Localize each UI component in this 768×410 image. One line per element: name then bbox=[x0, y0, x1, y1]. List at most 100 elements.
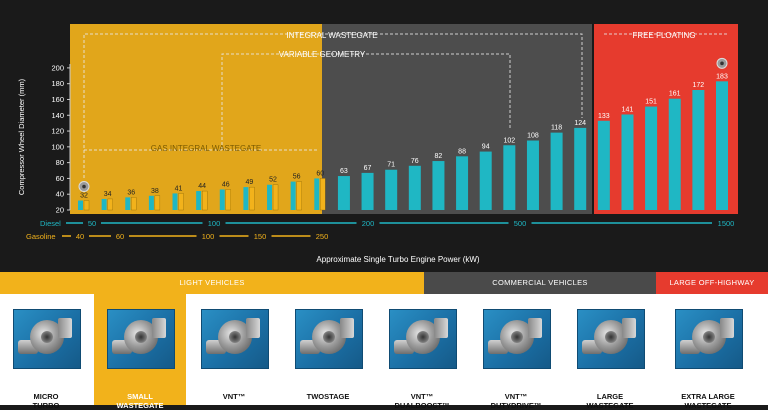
product-extra-large-wastegate[interactable]: EXTRA LARGE WASTEGATE bbox=[658, 294, 758, 410]
product-small-wastegate[interactable]: SMALL WASTEGATE bbox=[94, 294, 186, 410]
bar-value-label: 56 bbox=[293, 174, 301, 181]
bar-value-label: 108 bbox=[527, 133, 539, 140]
vehicle-segments-panel: LIGHT VEHICLES COMMERCIAL VEHICLES LARGE… bbox=[0, 272, 768, 410]
bar-value-label: 32 bbox=[80, 193, 88, 200]
diesel-tick-label: 100 bbox=[208, 219, 221, 228]
diesel-bar bbox=[716, 81, 728, 210]
bar-value-label: 172 bbox=[693, 82, 705, 89]
product-label-line2: WASTEGATE bbox=[586, 401, 634, 410]
diesel-bar bbox=[621, 114, 634, 210]
variable-geometry-bracket bbox=[221, 53, 511, 150]
x-axis-title: Approximate Single Turbo Engine Power (k… bbox=[316, 255, 480, 264]
compressor-wheel-chart: INTEGRAL WASTEGATE FREE FLOATING VARIABLE … bbox=[17, 24, 740, 264]
y-tick-label: 60 bbox=[56, 174, 64, 183]
gasoline-bar bbox=[83, 200, 90, 211]
product-label-line1: EXTRA LARGE bbox=[681, 392, 735, 401]
large-wastegate-icon bbox=[577, 309, 645, 369]
y-tick-label: 120 bbox=[51, 127, 64, 136]
product-label-line2: TURBO bbox=[32, 401, 60, 410]
small-wastegate-icon bbox=[107, 309, 175, 369]
bar-value-label: 151 bbox=[645, 99, 657, 106]
product-label-line1: MICRO bbox=[33, 392, 59, 401]
gasoline-bar bbox=[296, 181, 302, 211]
bar-value-label: 161 bbox=[669, 91, 681, 98]
diesel-bar bbox=[337, 176, 350, 210]
bar-value-label: 34 bbox=[104, 191, 112, 198]
y-tick-label: 100 bbox=[51, 142, 64, 151]
bar-value-label: 102 bbox=[503, 137, 515, 144]
band-light-vehicles: LIGHT VEHICLES bbox=[0, 272, 424, 294]
diesel-bar bbox=[361, 172, 374, 210]
micro-turbo-icon bbox=[13, 309, 81, 369]
product-vnt-dualboost[interactable]: VNT™ DUALBOOST™ bbox=[376, 294, 468, 410]
diesel-bar bbox=[503, 145, 516, 210]
diesel-tick-label: 200 bbox=[362, 219, 375, 228]
variable-geometry-label: VARIABLE GEOMETRY bbox=[279, 50, 366, 59]
gasoline-bar bbox=[320, 178, 326, 211]
free-floating-label: FREE FLOATING bbox=[633, 31, 696, 40]
product-vnt[interactable]: VNT™ bbox=[188, 294, 280, 405]
diesel-tick-bg bbox=[508, 218, 532, 228]
y-tick-label: 20 bbox=[56, 206, 64, 215]
bar-value-label: 67 bbox=[364, 165, 372, 172]
product-twostage[interactable]: TWOSTAGE bbox=[282, 294, 374, 405]
diesel-bar bbox=[456, 156, 469, 210]
diesel-bar bbox=[385, 169, 398, 210]
bar-value-label: 76 bbox=[411, 158, 419, 165]
y-axis-title: Compressor Wheel Diameter (mm) bbox=[17, 78, 26, 195]
bar-value-label: 44 bbox=[198, 183, 206, 190]
dutydrive-turbo-icon bbox=[483, 309, 551, 369]
gasoline-bar bbox=[107, 198, 113, 211]
product-large-wastegate[interactable]: LARGE WASTEGATE bbox=[564, 294, 656, 410]
diesel-tick-label: 50 bbox=[88, 219, 96, 228]
bar-value-label: 60 bbox=[316, 170, 324, 177]
diesel-bar bbox=[243, 187, 249, 210]
y-tick-label: 40 bbox=[56, 190, 64, 199]
gasoline-bar bbox=[131, 197, 137, 211]
gasoline-tick-label: 250 bbox=[316, 232, 329, 241]
region-integral-wastegate bbox=[70, 24, 322, 214]
dualboost-turbo-icon bbox=[389, 309, 457, 369]
diesel-bar bbox=[196, 191, 202, 210]
bar-value-label: 118 bbox=[551, 125, 562, 132]
diesel-bar bbox=[148, 195, 154, 210]
gasoline-tick-label: 100 bbox=[202, 232, 215, 241]
bar-value-label: 88 bbox=[458, 148, 466, 155]
bar-value-label: 94 bbox=[482, 144, 490, 151]
bar-value-label: 46 bbox=[222, 181, 230, 188]
gasoline-bar bbox=[201, 190, 208, 211]
diesel-bar bbox=[78, 200, 83, 210]
diesel-tick-bg bbox=[202, 218, 226, 228]
product-label-line1: TWOSTAGE bbox=[306, 392, 350, 401]
product-label-line2: WASTEGATE bbox=[116, 401, 164, 410]
bar-value-label: 41 bbox=[175, 185, 183, 192]
product-label-line1: LARGE bbox=[596, 392, 624, 401]
bar-value-label: 49 bbox=[246, 179, 254, 186]
band-light-vehicles-label: LIGHT VEHICLES bbox=[179, 278, 245, 287]
diesel-tick-bg bbox=[356, 218, 380, 228]
gasoline-tick-bg bbox=[111, 231, 129, 241]
y-tick-label: 160 bbox=[51, 95, 64, 104]
diesel-bar bbox=[290, 181, 296, 210]
band-large-off-highway: LARGE OFF-HIGHWAY bbox=[656, 272, 768, 294]
diesel-bar bbox=[550, 132, 563, 210]
twostage-turbo-icon bbox=[295, 309, 363, 369]
y-tick-label: 80 bbox=[56, 158, 64, 167]
gasoline-row-label: Gasoline bbox=[26, 232, 56, 241]
bar-value-label: 183 bbox=[716, 73, 728, 80]
band-commercial-vehicles-label: COMMERCIAL VEHICLES bbox=[492, 278, 588, 287]
gasoline-bar bbox=[225, 189, 231, 211]
diesel-bar bbox=[645, 106, 658, 210]
product-micro-turbo[interactable]: MICRO TURBO bbox=[0, 294, 92, 410]
gasoline-bar bbox=[178, 193, 184, 211]
gasoline-bar bbox=[272, 184, 279, 211]
diesel-row-label: Diesel bbox=[40, 219, 61, 228]
bar-value-label: 82 bbox=[435, 153, 443, 160]
vnt-turbo-icon bbox=[201, 309, 269, 369]
band-large-off-highway-label: LARGE OFF-HIGHWAY bbox=[669, 278, 755, 287]
gasoline-tick-bg bbox=[196, 231, 220, 241]
diesel-bar bbox=[432, 161, 445, 210]
bar-value-label: 71 bbox=[387, 162, 395, 169]
product-vnt-dutydrive[interactable]: VNT™ DUTYDRIVE™ bbox=[470, 294, 562, 410]
large-wheel-icon-hub bbox=[720, 61, 724, 66]
